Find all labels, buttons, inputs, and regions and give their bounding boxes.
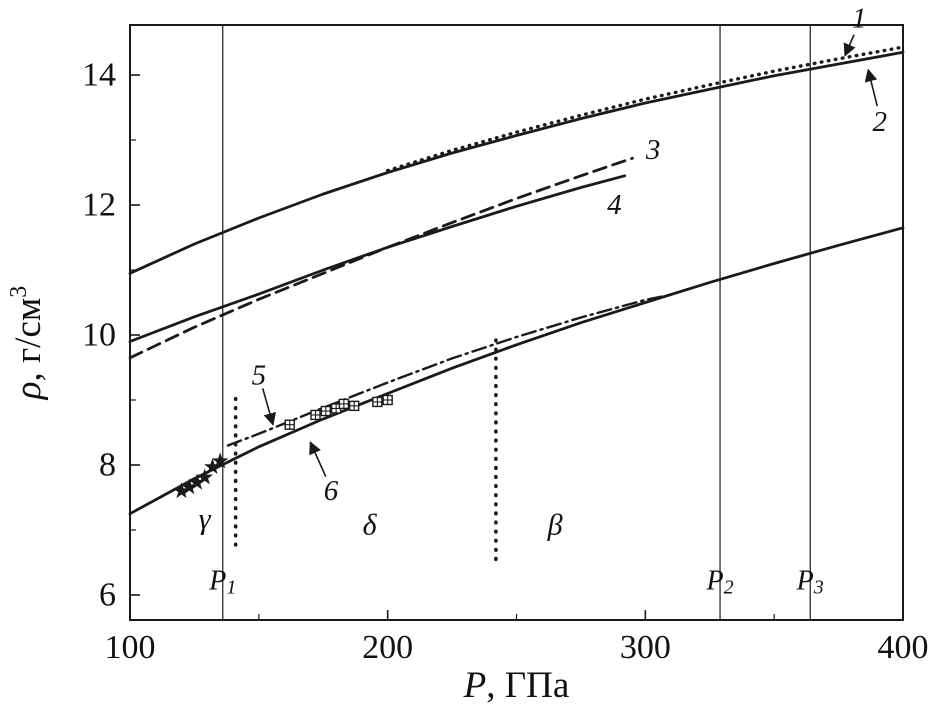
phase-line-P1-label: P1: [208, 565, 236, 599]
square-cross-marker: [310, 409, 321, 421]
curve-label-arrow-5: [261, 388, 277, 426]
phase-line-P3-label: P3: [796, 565, 824, 599]
x-axis-title-units: , ГПа: [486, 665, 569, 706]
phase-line-P3-label-sub: 3: [813, 577, 824, 599]
curve-3: [128, 156, 634, 360]
x-tick-label: 300: [620, 629, 671, 666]
star-marker: [211, 452, 229, 469]
y-axis-title-units: , г/см: [8, 298, 49, 382]
phase-line-P1-label-sub: 1: [226, 577, 236, 599]
data-markers-layer: [173, 394, 393, 499]
y-axis-title-superscript: 3: [6, 286, 32, 298]
y-tick-label: 12: [82, 187, 116, 224]
phase-boundary-lines: [222, 25, 811, 620]
curve-1: [128, 50, 905, 275]
x-axis-title: P, ГПа: [463, 665, 570, 706]
square-cross-marker: [348, 400, 360, 412]
phase-line-P1-label-main: P: [208, 565, 226, 596]
phase-line-P2-label-sub: 2: [724, 577, 734, 599]
y-tick-label: 8: [99, 446, 116, 483]
curve-6: [128, 226, 905, 516]
curve-5: [226, 293, 673, 447]
curve-label-4: 4: [607, 189, 622, 221]
square-cross-marker: [284, 419, 295, 430]
phase-label-γ: γ: [199, 502, 212, 535]
square-cross-marker: [338, 398, 350, 410]
square-cross-marker: [320, 405, 332, 417]
x-axis-title-symbol: P: [463, 665, 487, 706]
plot-frame: [129, 24, 904, 621]
curve-label-5: 5: [252, 359, 267, 391]
phase-label-δ: δ: [363, 508, 378, 541]
phase-line-P2-label-main: P: [706, 565, 724, 596]
x-tick-label: 100: [105, 629, 156, 666]
curve-label-3: 3: [645, 134, 661, 166]
curve-label-6: 6: [324, 475, 339, 507]
star-marker: [196, 468, 214, 485]
phase-line-P3-label-main: P: [796, 565, 814, 596]
curve-4: [128, 174, 627, 343]
curve-label-arrow-1: [843, 34, 856, 57]
y-tick-label: 10: [82, 317, 116, 354]
curves-layer: [128, 45, 905, 516]
y-tick-label: 14: [82, 57, 116, 94]
curve-label-2: 2: [873, 106, 888, 138]
phase-label-β: β: [547, 508, 563, 541]
square-cross-marker: [382, 394, 393, 406]
phase-line-P2-label: P2: [706, 565, 734, 599]
curve-label-1: 1: [852, 3, 867, 35]
square-cross-marker: [372, 396, 383, 408]
y-axis-title-symbol: ρ: [8, 382, 49, 401]
curve-label-arrow-6: [309, 441, 327, 478]
curve-label-arrow-2: [864, 68, 879, 107]
y-tick-label: 6: [99, 576, 116, 613]
y-axis-title: ρ, г/см3: [6, 286, 49, 401]
x-tick-label: 200: [362, 629, 413, 666]
x-tick-label: 400: [878, 629, 929, 666]
